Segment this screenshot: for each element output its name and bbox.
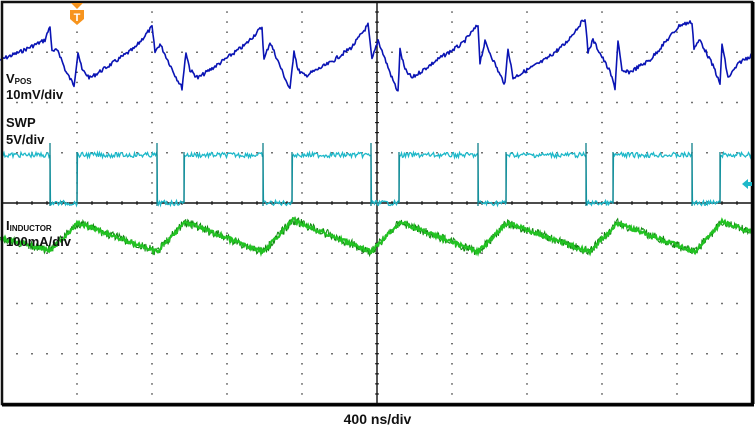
swp-label: SWP (6, 115, 36, 130)
swp-trace (1, 150, 753, 208)
vpos-scale: 10mV/div (6, 87, 64, 102)
inductor-scale: 100mA/div (6, 234, 72, 249)
swp-scale: 5V/div (6, 132, 45, 147)
trigger-marker-icon (70, 10, 84, 25)
trigger-arrow-icon (71, 3, 83, 9)
vpos-name: V (6, 71, 15, 86)
oscilloscope-plot: T (0, 0, 755, 407)
timebase-label: 400 ns/div (343, 411, 412, 427)
swp-edges (49, 143, 721, 206)
swp-ground-marker-icon (742, 179, 752, 189)
inductor-subscript: INDUCTOR (9, 224, 52, 233)
inductor-name: I (6, 218, 10, 233)
vpos-label: VPOS (6, 71, 32, 89)
inductor-trace (0, 216, 753, 257)
vpos-subscript: POS (14, 77, 32, 86)
trigger-marker-label: T (74, 12, 81, 24)
vpos-trace (0, 19, 753, 92)
waveform-canvas: T (0, 0, 755, 407)
inductor-label: IINDUCTOR (6, 218, 52, 236)
